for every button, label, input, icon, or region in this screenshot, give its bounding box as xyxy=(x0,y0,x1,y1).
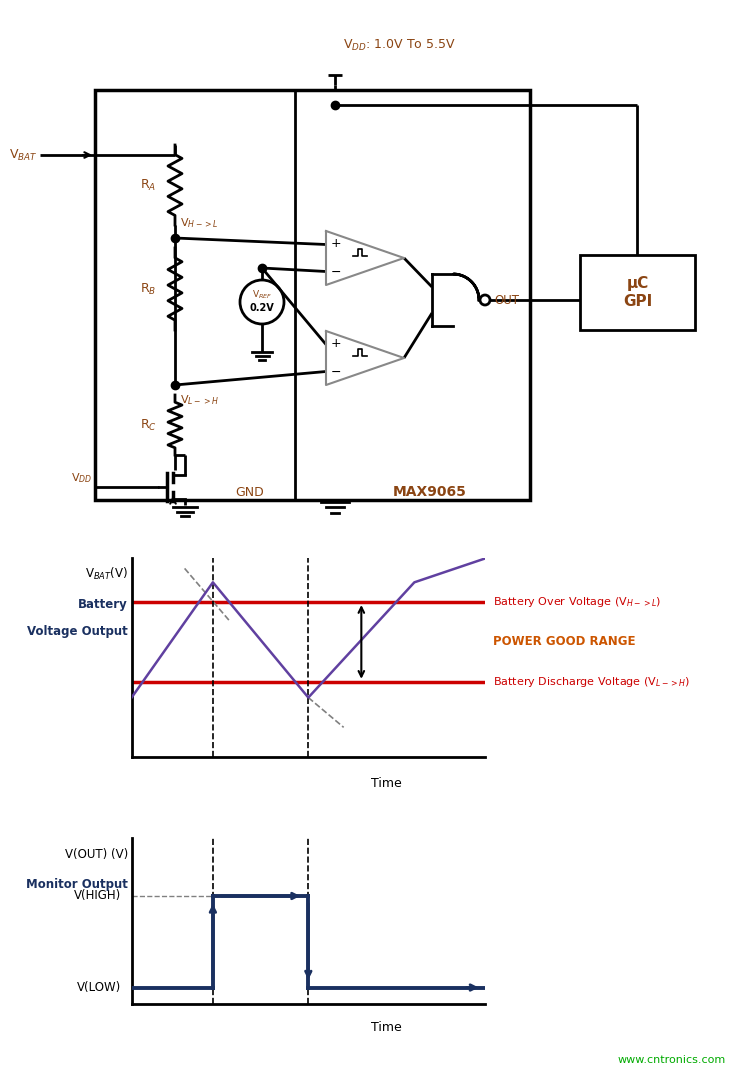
Text: MAX9065: MAX9065 xyxy=(393,485,467,499)
Text: μC
GPI: μC GPI xyxy=(623,276,652,308)
Text: R$_{A}$: R$_{A}$ xyxy=(140,177,156,192)
Text: R$_{B}$: R$_{B}$ xyxy=(140,281,156,296)
Bar xyxy=(95,90,530,500)
Text: www.cntronics.com: www.cntronics.com xyxy=(617,1056,726,1065)
Text: −: − xyxy=(331,366,341,379)
Text: V$_{BAT}$(V): V$_{BAT}$(V) xyxy=(85,566,128,582)
Text: +: + xyxy=(331,337,341,350)
Text: Battery Discharge Voltage (V$_{L->H}$): Battery Discharge Voltage (V$_{L->H}$) xyxy=(493,674,690,688)
Text: V$_{REF}$: V$_{REF}$ xyxy=(252,289,272,301)
Text: Time: Time xyxy=(371,1021,402,1034)
Bar xyxy=(580,255,695,330)
Text: R$_{C}$: R$_{C}$ xyxy=(140,418,157,433)
Text: −: − xyxy=(331,266,341,279)
Text: V(LOW): V(LOW) xyxy=(77,981,121,995)
Text: 0.2V: 0.2V xyxy=(250,303,274,313)
Text: Monitor Output: Monitor Output xyxy=(26,877,128,890)
Text: V$_{H->L}$: V$_{H->L}$ xyxy=(180,216,219,230)
Text: V$_{L->H}$: V$_{L->H}$ xyxy=(180,393,219,407)
Text: GND: GND xyxy=(235,485,265,498)
Text: V$_{BAT}$: V$_{BAT}$ xyxy=(10,147,38,162)
Text: POWER GOOD RANGE: POWER GOOD RANGE xyxy=(493,636,635,649)
Text: Battery Over Voltage (V$_{H->L}$): Battery Over Voltage (V$_{H->L}$) xyxy=(493,595,661,609)
Text: Battery: Battery xyxy=(78,597,128,611)
Text: V$_{DD}$: V$_{DD}$ xyxy=(71,471,92,485)
Text: V(OUT) (V): V(OUT) (V) xyxy=(65,847,128,861)
Text: Voltage Output: Voltage Output xyxy=(27,625,128,639)
Text: V$_{DD}$: 1.0V To 5.5V: V$_{DD}$: 1.0V To 5.5V xyxy=(343,38,456,53)
Text: OUT: OUT xyxy=(494,293,519,306)
Text: Time: Time xyxy=(371,777,402,789)
Text: +: + xyxy=(331,237,341,250)
Text: V(HIGH): V(HIGH) xyxy=(74,889,121,902)
